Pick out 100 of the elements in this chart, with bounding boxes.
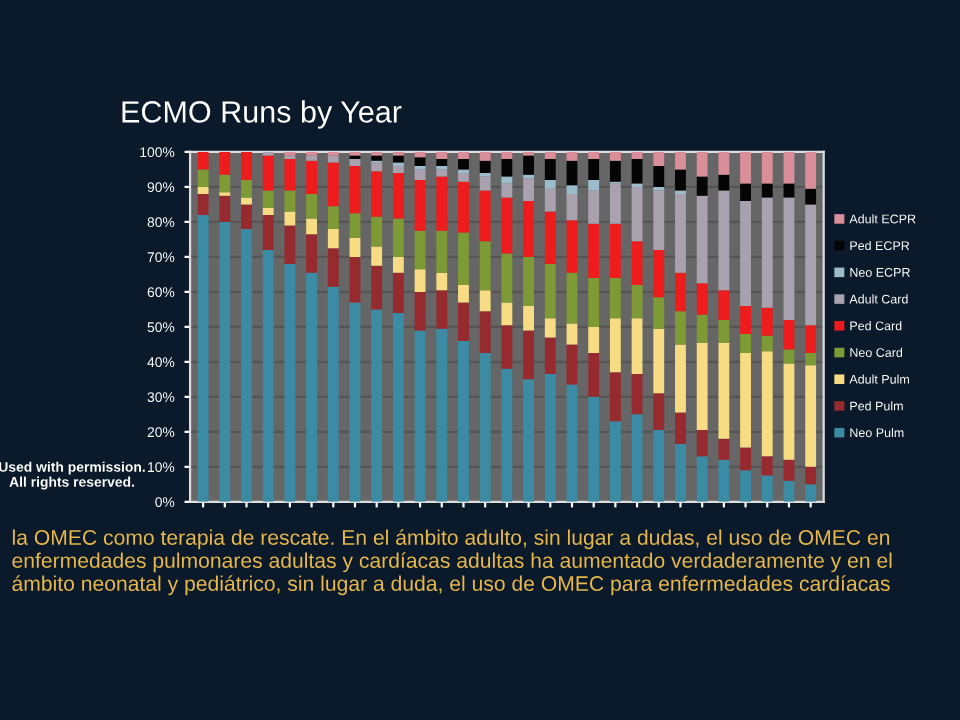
- bar: [197, 151, 209, 170]
- bar: [371, 265, 383, 310]
- bar: [675, 344, 686, 413]
- bar: [458, 232, 469, 285]
- bar: [675, 311, 686, 345]
- bar: [588, 277, 600, 327]
- bar: [458, 302, 469, 341]
- bar: [783, 151, 795, 184]
- bar: [523, 305, 534, 331]
- bar: [523, 256, 534, 306]
- bar: [371, 162, 383, 172]
- bar: [566, 272, 578, 324]
- bar: [544, 151, 556, 159]
- bar: [696, 314, 708, 343]
- bar: [718, 459, 730, 502]
- chart-title: ECMO Runs by Year: [122, 100, 402, 129]
- bar: [327, 206, 339, 229]
- bar: [262, 207, 274, 215]
- bar: [262, 214, 274, 250]
- bar: [284, 263, 296, 502]
- bar: [631, 186, 643, 242]
- bar: [241, 179, 252, 198]
- bar: [479, 290, 491, 312]
- bar: [197, 193, 209, 215]
- bar: [805, 188, 817, 205]
- bar: [631, 241, 643, 285]
- bar: [588, 223, 600, 278]
- bar: [718, 342, 730, 439]
- bar: [306, 193, 318, 219]
- bar: [392, 218, 404, 257]
- bar: [501, 368, 513, 502]
- bar: [653, 430, 665, 502]
- bar: [501, 183, 513, 198]
- bar: [740, 447, 751, 471]
- bar: [740, 333, 751, 354]
- bar: [501, 151, 513, 159]
- bar: [653, 249, 665, 298]
- bar: [349, 256, 361, 303]
- bar: [588, 353, 600, 397]
- bar: [392, 172, 404, 219]
- bar: [392, 312, 404, 502]
- bar: [479, 241, 491, 291]
- bar: [371, 309, 383, 502]
- bar: [783, 363, 795, 460]
- bar: [479, 353, 491, 502]
- bar: [327, 228, 339, 249]
- bar: [761, 335, 773, 352]
- bar: [262, 155, 274, 191]
- bar: [696, 195, 708, 284]
- bar: [631, 158, 643, 184]
- bar: [740, 200, 751, 306]
- bar: [544, 188, 556, 212]
- bar: [740, 151, 751, 184]
- bar: [761, 151, 773, 184]
- bar: [458, 181, 469, 233]
- bar: [414, 157, 426, 166]
- bar: [414, 151, 426, 158]
- bar: [371, 171, 383, 217]
- bar: [284, 158, 296, 191]
- bar: [805, 484, 817, 502]
- bar: [414, 330, 426, 502]
- bar: [631, 284, 643, 319]
- bar: [262, 249, 274, 502]
- bar: [458, 284, 469, 303]
- bar: [436, 176, 448, 231]
- bar: [349, 237, 361, 257]
- bar: [653, 393, 665, 431]
- bar: [544, 211, 556, 264]
- bar: [631, 414, 643, 502]
- bar: [262, 190, 274, 208]
- bar: [414, 179, 426, 231]
- bar: [197, 186, 209, 194]
- bar: [653, 151, 665, 166]
- bar: [501, 253, 513, 303]
- bar: [436, 272, 448, 291]
- bar: [718, 290, 730, 320]
- bar: [696, 176, 708, 196]
- bar: [544, 263, 556, 319]
- bar: [740, 305, 751, 334]
- bar: [761, 475, 773, 502]
- bar: [544, 179, 556, 189]
- bar: [566, 323, 578, 345]
- bar: [740, 183, 751, 201]
- bar: [241, 228, 252, 502]
- bar: [588, 179, 600, 191]
- bar: [197, 169, 209, 187]
- bar: [653, 165, 665, 187]
- bar: [783, 197, 795, 320]
- bar: [349, 213, 361, 238]
- bar: [783, 459, 795, 481]
- bar: [349, 158, 361, 166]
- bar: [219, 221, 231, 502]
- bar: [479, 151, 491, 161]
- bar: [327, 248, 339, 287]
- bar: [675, 412, 686, 445]
- bar: [544, 318, 556, 338]
- bar: [501, 158, 513, 177]
- bar: [653, 328, 665, 394]
- bar: [501, 197, 513, 254]
- bar: [761, 183, 773, 198]
